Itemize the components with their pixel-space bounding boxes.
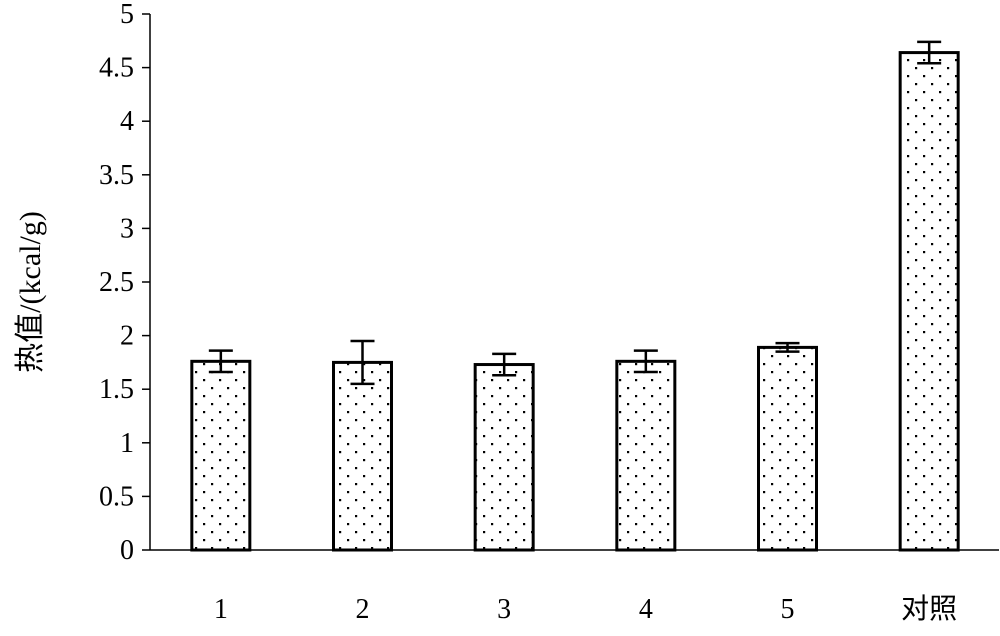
y-tick-label: 4 [120,106,134,137]
error-bar [492,352,517,377]
bar [190,359,252,552]
bar [615,359,677,552]
y-axis-ticks: 0 0.5 1 1.5 2 2.5 3 3.5 4 4.5 5 [99,0,150,566]
error-bar [208,349,233,374]
x-tick-label: 5 [781,594,795,625]
y-tick-label: 3.5 [99,160,134,191]
error-bar [775,341,800,353]
bar [757,345,818,552]
y-tick-label: 1 [120,428,134,459]
y-tick-label: 2.5 [99,267,134,298]
y-tick-label: 4.5 [99,53,134,84]
x-tick-label: 对照 [901,593,957,625]
bar [898,51,960,552]
y-tick-label: 1.5 [99,374,134,405]
error-bar [917,40,942,65]
bar [473,363,535,552]
y-axis-title: 热值/(kcal/g) [14,211,47,373]
error-bar [350,339,375,386]
error-bar [633,349,658,374]
x-tick-label: 1 [214,594,228,625]
error-bars-group [208,40,942,386]
y-tick-label: 5 [120,0,134,30]
x-axis-tick-labels: 1 2 3 4 5 对照 [214,593,957,625]
y-tick-label: 0.5 [99,481,134,512]
x-tick-label: 3 [497,594,511,625]
x-tick-label: 4 [639,594,653,625]
bars-group [190,51,960,552]
y-tick-label: 3 [120,213,134,244]
y-tick-label: 2 [120,321,134,352]
x-tick-label: 2 [356,594,370,625]
y-tick-label: 0 [120,535,134,566]
bar [332,360,393,552]
